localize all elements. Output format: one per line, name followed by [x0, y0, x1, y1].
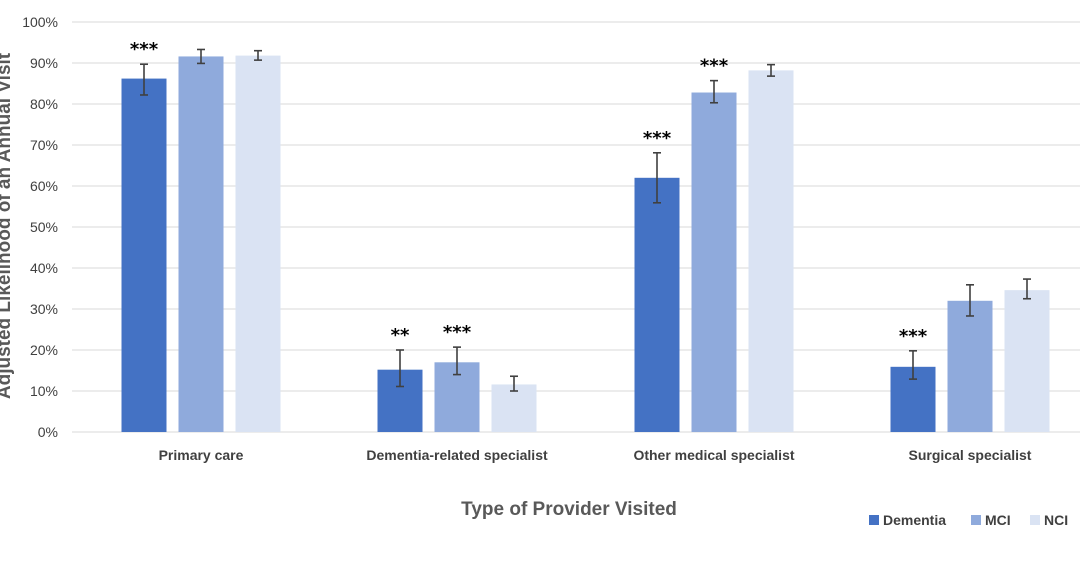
- legend-label: NCI: [1044, 512, 1068, 528]
- legend-swatch: [971, 515, 981, 525]
- y-tick-label: 100%: [22, 14, 58, 30]
- x-category-label: Other medical specialist: [633, 447, 794, 463]
- y-tick-label: 70%: [30, 137, 58, 153]
- y-tick-label: 60%: [30, 178, 58, 194]
- significance-marker: **: [391, 325, 410, 346]
- y-tick-label: 50%: [30, 219, 58, 235]
- significance-markers: *****************: [130, 39, 928, 347]
- x-axis-category-labels: Primary care Dementia-related specialist O…: [159, 447, 1032, 463]
- y-tick-label: 10%: [30, 383, 58, 399]
- y-axis-ticks: 0% 10% 20% 30% 40% 50% 60% 70% 80% 90% 100%: [22, 14, 58, 440]
- significance-marker: ***: [443, 322, 472, 343]
- bar-dementia: [634, 177, 680, 432]
- x-category-label: Dementia-related specialist: [366, 447, 548, 463]
- significance-marker: ***: [130, 39, 159, 60]
- legend-swatch: [869, 515, 879, 525]
- bar-nci: [1004, 290, 1050, 432]
- x-axis-title: Type of Provider Visited: [461, 499, 677, 520]
- y-axis-title: Adjusted Likelihood of an Annual Visit: [0, 52, 15, 399]
- significance-marker: ***: [899, 326, 928, 347]
- legend-swatch: [1030, 515, 1040, 525]
- y-tick-label: 80%: [30, 96, 58, 112]
- y-tick-label: 40%: [30, 260, 58, 276]
- bar-nci: [491, 384, 537, 432]
- y-tick-label: 90%: [30, 55, 58, 71]
- legend-label: MCI: [985, 512, 1011, 528]
- y-tick-label: 0%: [38, 424, 58, 440]
- bar-mci: [178, 56, 224, 432]
- bar-nci: [748, 70, 794, 432]
- significance-marker: ***: [700, 56, 729, 77]
- legend-label: Dementia: [883, 512, 946, 528]
- bar-nci: [235, 55, 281, 433]
- bar-mci: [947, 300, 993, 432]
- error-bars: [140, 48, 1031, 392]
- y-tick-label: 20%: [30, 342, 58, 358]
- x-category-label: Primary care: [159, 447, 244, 463]
- x-category-label: Surgical specialist: [909, 447, 1032, 463]
- bar-dementia: [121, 78, 167, 432]
- legend: Dementia MCI NCI: [869, 512, 1068, 528]
- y-tick-label: 30%: [30, 301, 58, 317]
- bars: [121, 55, 1050, 433]
- bar-mci: [691, 92, 737, 433]
- significance-marker: ***: [643, 128, 672, 149]
